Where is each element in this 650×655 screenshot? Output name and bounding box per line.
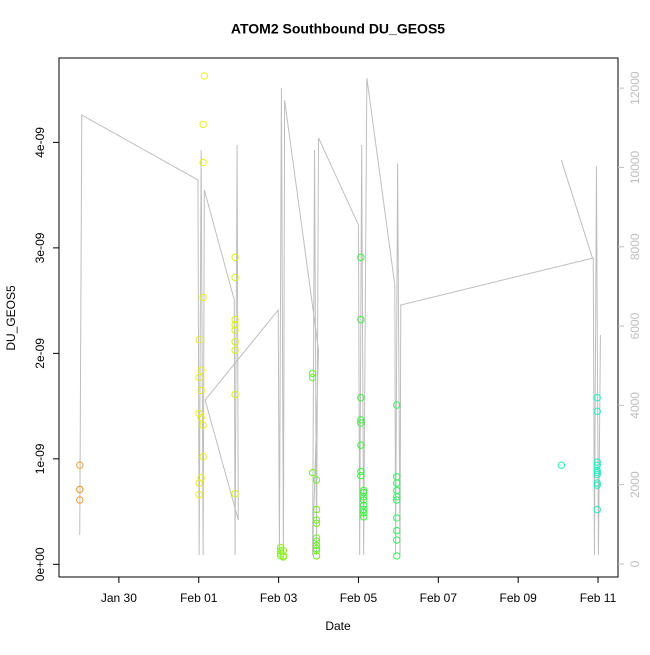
x-tick-label: Feb 09 xyxy=(499,591,537,605)
point xyxy=(357,253,365,262)
x-tick-label: Feb 07 xyxy=(420,591,458,605)
point xyxy=(393,552,401,560)
y2-tick-label: 2000 xyxy=(628,471,642,498)
y-tick-label: 2e-09 xyxy=(33,338,47,369)
point xyxy=(312,519,321,527)
point xyxy=(197,386,205,394)
y2-tick-label: 4000 xyxy=(628,392,642,419)
point xyxy=(199,421,207,429)
point xyxy=(593,461,601,469)
point xyxy=(357,472,365,480)
chart-title: ATOM2 Southbound DU_GEOS5 xyxy=(231,21,445,37)
y2-tick-label: 6000 xyxy=(628,312,642,339)
point xyxy=(359,493,368,501)
point xyxy=(593,479,601,487)
y-tick-label: 0e+00 xyxy=(33,547,47,581)
point xyxy=(393,514,401,522)
y-tick-label: 4e-09 xyxy=(33,127,47,158)
point xyxy=(593,468,601,477)
point xyxy=(593,466,601,475)
point xyxy=(76,485,84,494)
point xyxy=(231,346,239,354)
point xyxy=(393,526,401,535)
point xyxy=(231,338,239,346)
point xyxy=(357,419,365,427)
point xyxy=(359,513,368,521)
x-tick-label: Feb 11 xyxy=(580,591,617,605)
point xyxy=(312,505,321,514)
point xyxy=(312,534,321,542)
point xyxy=(593,470,601,479)
point xyxy=(308,373,317,382)
point xyxy=(593,458,601,466)
point xyxy=(557,461,566,469)
point xyxy=(312,546,321,555)
point xyxy=(195,409,203,418)
point xyxy=(312,516,321,524)
point xyxy=(231,273,239,282)
point xyxy=(76,496,84,504)
y2-tick-label: 12000 xyxy=(628,71,642,105)
point xyxy=(279,546,288,555)
x-tick-label: Feb 03 xyxy=(260,591,298,605)
point xyxy=(357,393,365,402)
point xyxy=(312,541,321,550)
x-tick-label: Feb 05 xyxy=(340,591,378,605)
point xyxy=(359,501,368,509)
point xyxy=(231,390,239,399)
point xyxy=(312,552,321,560)
point xyxy=(357,441,365,449)
point xyxy=(357,467,365,476)
point xyxy=(197,414,205,422)
point xyxy=(197,366,205,374)
point xyxy=(231,315,239,324)
point xyxy=(312,476,321,484)
point xyxy=(357,315,365,324)
point xyxy=(308,369,317,378)
point xyxy=(76,461,84,469)
point xyxy=(593,505,601,514)
point xyxy=(359,496,368,504)
y2-tick-label: 10000 xyxy=(628,150,642,184)
x-tick-label: Jan 30 xyxy=(101,591,137,605)
point xyxy=(312,537,321,545)
plot-frame xyxy=(58,57,619,578)
point xyxy=(199,293,207,302)
point xyxy=(359,508,368,517)
point xyxy=(195,335,203,344)
point xyxy=(308,468,317,477)
point xyxy=(393,536,401,544)
point xyxy=(199,120,207,129)
point xyxy=(357,416,365,424)
point xyxy=(195,491,203,499)
point xyxy=(231,326,239,334)
point xyxy=(393,479,401,487)
point xyxy=(393,401,401,409)
point xyxy=(231,489,239,498)
y-tick-label: 1e-09 xyxy=(33,443,47,474)
point xyxy=(199,453,207,461)
point xyxy=(593,407,601,416)
point xyxy=(593,393,601,402)
y2-tick-label: 8000 xyxy=(628,233,642,260)
point xyxy=(195,479,203,487)
point xyxy=(359,488,368,497)
point xyxy=(200,72,209,80)
x-axis-label: Date xyxy=(325,619,351,633)
point xyxy=(393,493,401,501)
point xyxy=(231,321,239,329)
point xyxy=(195,373,203,382)
point xyxy=(231,253,239,262)
point xyxy=(359,505,368,514)
point xyxy=(393,496,401,504)
point xyxy=(593,481,601,489)
x-tick-label: Feb 01 xyxy=(180,591,218,605)
point xyxy=(312,544,321,553)
y-axis-label: DU_GEOS5 xyxy=(4,285,18,351)
y-tick-label: 3e-09 xyxy=(33,232,47,263)
point xyxy=(199,158,207,167)
y2-tick-label: 0 xyxy=(628,560,642,567)
